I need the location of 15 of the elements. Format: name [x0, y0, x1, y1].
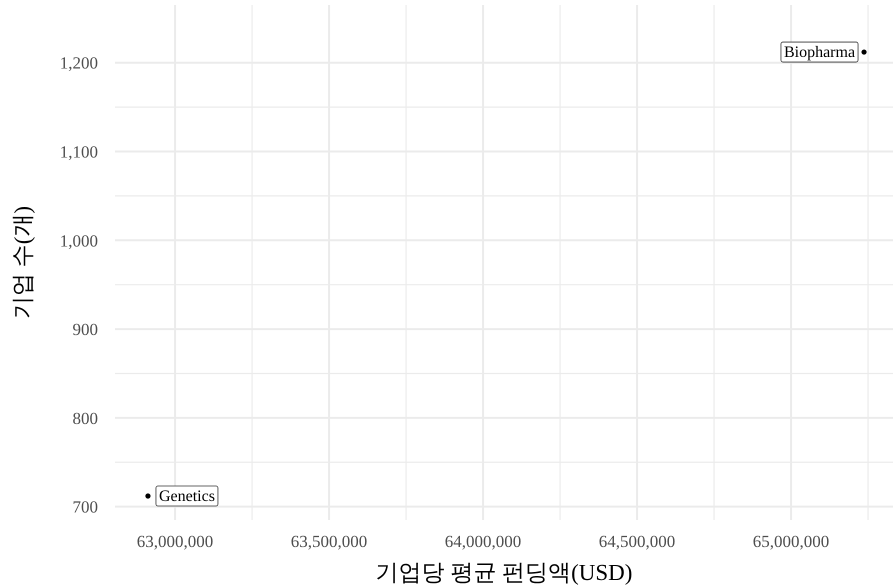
- annotation: Genetics: [158, 488, 215, 506]
- y-tick-label: 1,000: [60, 231, 98, 250]
- x-tick-label: 65,000,000: [752, 532, 830, 551]
- x-tick-label: 64,000,000: [444, 532, 522, 551]
- x-axis-title: 기업당 평균 펀딩액(USD): [376, 560, 632, 585]
- y-tick-label: 1,100: [60, 142, 98, 162]
- y-tick-label: 800: [72, 408, 98, 428]
- annotation: Biopharma: [784, 44, 856, 62]
- y-tick-label: 700: [72, 498, 98, 517]
- x-tick-label: 64,500,000: [598, 532, 676, 551]
- y-tick-label: 1,200: [60, 54, 98, 73]
- x-tick-label: 63,500,000: [290, 532, 368, 551]
- x-tick-label: 63,000,000: [136, 532, 214, 551]
- y-tick-label: 900: [72, 320, 98, 340]
- y-axis-title: 기업 수(개): [10, 206, 35, 320]
